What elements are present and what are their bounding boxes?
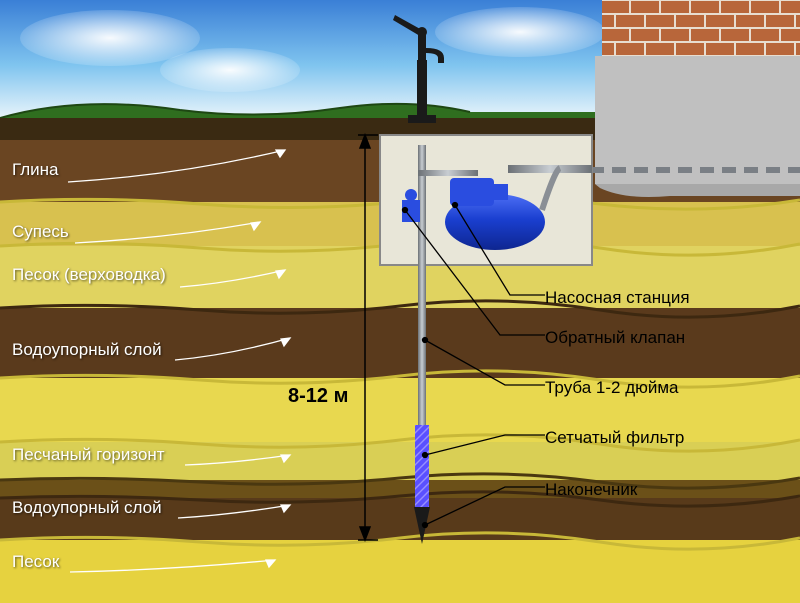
building <box>590 0 800 197</box>
label-pipe: Труба 1-2 дюйма <box>545 378 679 398</box>
mesh-filter-icon <box>415 425 429 507</box>
label-pump-station: Насосная станция <box>545 288 690 308</box>
depth-label: 8-12 м <box>288 385 348 408</box>
label-filter: Сетчатый фильтр <box>545 428 684 448</box>
layer-label-vodoupor1: Водоупорный слой <box>12 340 162 360</box>
layer-label-supes: Супесь <box>12 222 69 242</box>
label-check-valve: Обратный клапан <box>545 328 685 348</box>
layer-label-glina: Глина <box>12 160 59 180</box>
label-tip: Наконечник <box>545 480 637 500</box>
layer-label-pesok-verh: Песок (верховодка) <box>12 265 166 285</box>
pump-pit <box>380 135 592 265</box>
well-diagram: Глина Супесь Песок (верховодка) Водоупор… <box>0 0 800 603</box>
layer-label-pesch-gor: Песчаный горизонт <box>12 445 165 465</box>
layer-label-vodoupor2: Водоупорный слой <box>12 498 162 518</box>
layer-label-pesok: Песок <box>12 552 59 572</box>
